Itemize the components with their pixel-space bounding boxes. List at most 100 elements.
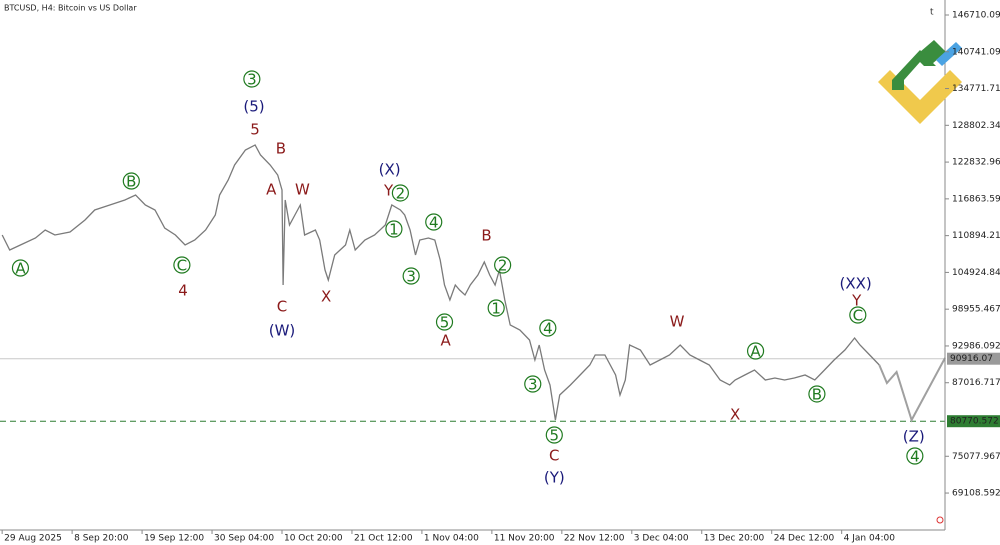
wave-label: (Y) <box>544 469 565 487</box>
wave-label: (XX) <box>840 274 872 292</box>
wave-label: (5) <box>243 97 264 115</box>
wave-label: (Z) <box>903 427 925 445</box>
x-tick-label: 22 Nov 12:00 <box>564 534 625 544</box>
wave-circle <box>524 375 542 393</box>
wave-label: A <box>440 332 451 350</box>
wave-circle <box>391 184 409 202</box>
wave-text: Y <box>383 182 394 200</box>
x-tick-label: 29 Aug 2025 <box>4 534 62 544</box>
y-tick-label: 122832.967 <box>952 158 1000 168</box>
wave-label: X <box>730 406 740 424</box>
wave-text: 5 <box>550 427 560 445</box>
wave-label: C <box>549 447 559 465</box>
wave-text: 2 <box>498 256 508 274</box>
wave-text: 3 <box>406 268 416 286</box>
wave-label: 2 <box>391 184 409 202</box>
wave-label: C <box>277 298 287 316</box>
wave-circle <box>545 426 563 444</box>
wave-circle <box>173 256 191 274</box>
price-label-box <box>947 352 1000 365</box>
wave-label: 4 <box>425 213 443 231</box>
wave-text: 5 <box>250 120 260 138</box>
wave-label: C <box>849 306 867 325</box>
wave-text: A <box>440 332 451 350</box>
x-tick-label: 21 Oct 12:00 <box>354 534 413 544</box>
wave-circle <box>906 447 924 465</box>
wave-text: (Z) <box>903 427 925 445</box>
x-tick-label: 13 Dec 20:00 <box>704 534 765 544</box>
wave-text: 4 <box>178 281 188 299</box>
wave-text: B <box>481 226 491 244</box>
x-tick-label: 11 Nov 20:00 <box>494 534 555 544</box>
wave-text: 3 <box>528 376 538 394</box>
wave-circle <box>849 306 867 324</box>
wave-label: 3 <box>243 70 261 89</box>
wave-label: C <box>173 256 191 274</box>
y-tick-label: 87016.717 <box>952 378 1000 388</box>
wave-text: B <box>126 173 136 191</box>
price-label: 80770.572 <box>950 417 999 427</box>
wave-circle <box>243 70 261 88</box>
wave-label: (W) <box>269 321 296 339</box>
wave-text: 3 <box>247 71 257 89</box>
wave-label: B <box>808 385 826 403</box>
wave-circle <box>435 313 454 331</box>
wave-text: (XX) <box>840 274 872 292</box>
wave-label: 2 <box>494 256 512 274</box>
wave-circle <box>122 172 140 190</box>
wave-text: C <box>549 447 559 465</box>
wave-label: 1 <box>487 299 505 317</box>
wave-label: A <box>11 259 30 278</box>
wave-text: B <box>276 140 286 158</box>
wave-label: B <box>122 172 140 191</box>
wave-text: 2 <box>396 184 406 202</box>
y-tick-label: 69108.592 <box>952 489 1000 499</box>
y-tick-label: 104924.842 <box>952 268 1000 278</box>
y-tick-label: 128802.342 <box>952 121 1000 131</box>
y-tick-label: 140741.092 <box>952 47 1000 57</box>
y-tick-label: 75077.967 <box>952 452 1000 462</box>
wave-text: X <box>730 406 740 424</box>
wave-text: 5 <box>440 314 450 332</box>
wave-label: 1 <box>385 220 403 239</box>
wave-label: 4 <box>178 281 188 299</box>
wave-circle <box>425 213 443 231</box>
toolbar-icon[interactable]: t <box>930 8 934 18</box>
wave-label: W <box>295 180 310 198</box>
wave-text: (X) <box>379 161 401 179</box>
wave-label: 5 <box>435 313 454 332</box>
status-icon <box>936 516 944 524</box>
wave-label: 5 <box>250 120 260 138</box>
wave-circle <box>487 299 505 317</box>
wave-text: 1 <box>389 221 399 239</box>
y-tick-label: 98955.467 <box>952 305 1000 315</box>
wave-label: 4 <box>906 447 924 466</box>
wave-label: X <box>321 287 331 305</box>
x-tick-label: 1 Nov 04:00 <box>424 534 479 544</box>
wave-text: A <box>750 342 761 360</box>
wave-circle <box>494 256 512 274</box>
x-tick-label: 30 Sep 04:00 <box>214 534 274 544</box>
wave-text: (Y) <box>544 469 565 487</box>
wave-text: C <box>277 298 287 316</box>
wave-text: W <box>295 180 310 198</box>
wave-circle <box>539 319 557 337</box>
wave-text: 4 <box>543 320 553 338</box>
x-tick-label: 3 Dec 04:00 <box>634 534 689 544</box>
wave-label: A <box>266 180 277 198</box>
wave-text: A <box>15 260 26 278</box>
logo <box>878 40 962 124</box>
x-tick-label: 19 Sep 12:00 <box>144 534 204 544</box>
wave-label: Y <box>851 291 862 309</box>
wave-circle <box>402 267 420 285</box>
x-tick-label: 10 Oct 20:00 <box>284 534 343 544</box>
y-tick-label: 110894.217 <box>952 231 1000 241</box>
wave-text: C <box>853 307 863 325</box>
x-tick-label: 4 Jan 04:00 <box>844 534 896 544</box>
wave-label: 3 <box>524 375 542 394</box>
wave-label: A <box>746 342 765 360</box>
y-tick-label: 146710.092 <box>952 10 1000 20</box>
wave-text: C <box>177 256 187 274</box>
wave-label: B <box>276 140 286 158</box>
